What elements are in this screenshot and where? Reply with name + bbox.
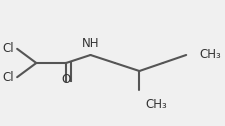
- Text: CH₃: CH₃: [145, 98, 167, 111]
- Text: Cl: Cl: [2, 71, 14, 84]
- Text: O: O: [61, 73, 70, 86]
- Text: NH: NH: [81, 37, 99, 50]
- Text: Cl: Cl: [2, 42, 14, 55]
- Text: CH₃: CH₃: [198, 49, 220, 61]
